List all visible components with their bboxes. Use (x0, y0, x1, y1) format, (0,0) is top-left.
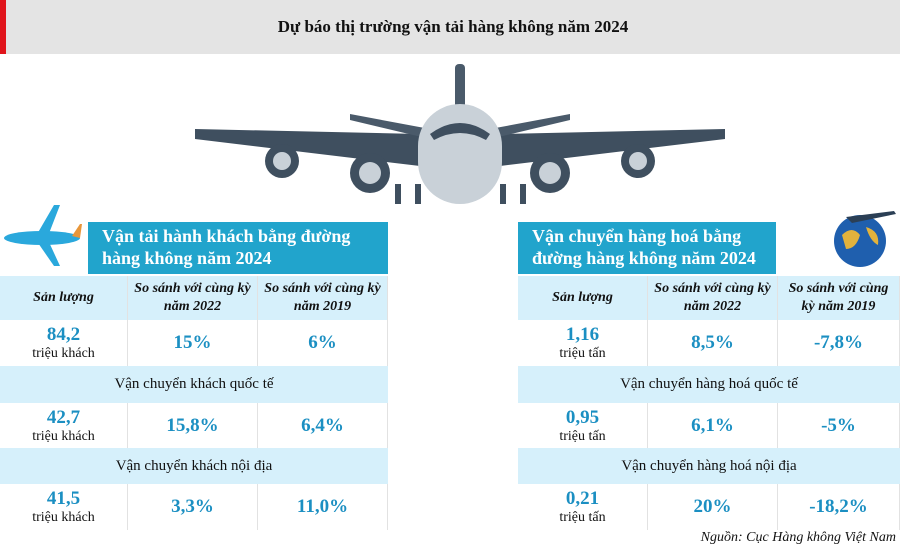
heading-line: đường hàng không năm 2024 (532, 248, 756, 268)
globe-icon (834, 211, 896, 267)
heading-line: Vận tải hành khách bằng đường (102, 226, 351, 246)
column-header: Sản lượng (518, 276, 648, 320)
comparison-value: 6,1% (648, 403, 778, 448)
comparison-value: 8,5% (648, 320, 778, 366)
comparison-value: 15% (128, 320, 258, 366)
column-header: So sánh với cùng kỳ năm 2019 (258, 276, 388, 320)
header-title: Dự báo thị trường vận tải hàng không năm… (0, 0, 900, 54)
heading-line: hàng không năm 2024 (102, 248, 272, 268)
column-header: Sản lượng (0, 276, 128, 320)
volume-cell: 41,5 triệu khách (0, 484, 128, 530)
comparison-value: -5% (778, 403, 900, 448)
volume-cell: 42,7 triệu khách (0, 403, 128, 448)
plane-icon (4, 205, 82, 266)
comparison-value: 11,0% (258, 484, 388, 530)
volume-cell: 84,2 triệu khách (0, 320, 128, 366)
airplane-illustration (195, 64, 725, 204)
comparison-value: 6% (258, 320, 388, 366)
panel-heading: Vận tải hành khách bằng đường hàng không … (88, 222, 388, 274)
volume-cell: 0,21 triệu tấn (518, 484, 648, 530)
volume-value: 0,21 (565, 488, 600, 509)
volume-unit: triệu tấn (559, 510, 606, 525)
volume-cell: 0,95 triệu tấn (518, 403, 648, 448)
column-header: So sánh với cùng kỳ năm 2022 (128, 276, 258, 320)
volume-cell: 1,16 triệu tấn (518, 320, 648, 366)
volume-unit: triệu tấn (559, 346, 606, 361)
volume-value: 42,7 (46, 406, 81, 428)
comparison-value: 6,4% (258, 403, 388, 448)
section-label: Vận chuyển khách quốc tế (0, 366, 388, 403)
heading-line: Vận chuyển hàng hoá bằng (532, 226, 742, 246)
source: Nguồn: Cục Hàng không Việt Nam (700, 530, 896, 545)
comparison-value: 3,3% (128, 484, 258, 530)
volume-unit: triệu tấn (559, 428, 606, 444)
section-label: Vận chuyển hàng hoá quốc tế (518, 366, 900, 403)
comparison-value: -7,8% (778, 320, 900, 366)
volume-value: 1,16 (565, 324, 600, 345)
volume-value: 0,95 (565, 406, 600, 428)
volume-unit: triệu khách (32, 346, 95, 361)
section-label: Vận chuyển khách nội địa (0, 448, 388, 484)
column-header: So sánh với cùng kỳ năm 2019 (778, 276, 900, 320)
volume-value: 84,2 (46, 324, 81, 345)
comparison-value: 20% (648, 484, 778, 530)
section-label: Vận chuyển hàng hoá nội địa (518, 448, 900, 484)
comparison-value: 15,8% (128, 403, 258, 448)
volume-unit: triệu khách (32, 510, 95, 525)
volume-value: 41,5 (46, 488, 81, 509)
comparison-value: -18,2% (778, 484, 900, 530)
column-header: So sánh với cùng kỳ năm 2022 (648, 276, 778, 320)
volume-unit: triệu khách (32, 428, 95, 444)
panel-heading: Vận chuyển hàng hoá bằng đường hàng không… (518, 222, 776, 274)
